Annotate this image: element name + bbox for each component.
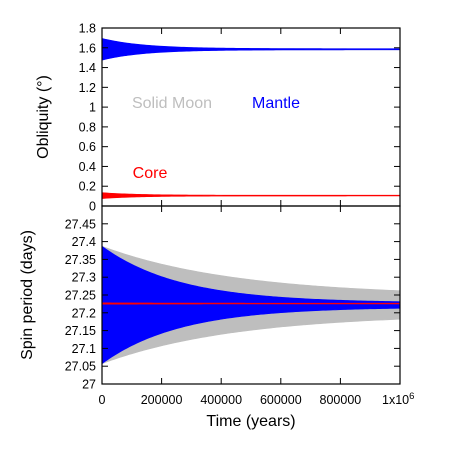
obliquity-y-tick-label: 0.8: [79, 120, 96, 134]
spin-period-band-core: [102, 302, 400, 305]
spin-period-y-tick-label: 27.35: [65, 253, 96, 267]
obliquity-panel: 0 0.2 0.4 0.6 0.8 1 1.2 1.4 1.6 1.8 Obliquity (°)…: [35, 22, 401, 214]
time-x-tick-label: 400000: [200, 393, 242, 407]
time-x-tick-label: 0: [99, 393, 106, 407]
spin-period-bands: [102, 245, 400, 365]
spin-period-y-ticks: 27 27.05 27.1 27.15 27.2 27.25 27.3 27.35 27.4 27…: [65, 206, 401, 392]
time-x-tick-label: 200000: [141, 393, 183, 407]
spin-period-band-mantle: [102, 245, 400, 365]
legend-mantle: Mantle: [252, 95, 300, 112]
spin-period-panel: 27 27.05 27.1 27.15 27.2 27.25 27.3 27.35 27.4 27…: [19, 205, 415, 430]
obliquity-y-tick-label: 0: [89, 200, 96, 214]
spin-period-y-tick-label: 27.45: [65, 217, 96, 231]
obliquity-y-tick-label: 0.6: [79, 140, 96, 154]
time-axis-label: Time (years): [206, 413, 295, 430]
spin-period-y-tick-label: 27.15: [65, 324, 96, 338]
legend-core: Core: [133, 165, 168, 182]
obliquity-bands: [102, 38, 400, 199]
spin-period-y-tick-label: 27.1: [72, 342, 96, 356]
obliquity-axis-label: Obliquity (°): [35, 75, 52, 159]
obliquity-y-tick-label: 1.4: [79, 61, 96, 75]
obliquity-y-tick-label: 0.2: [79, 180, 96, 194]
legend-solid-moon: Solid Moon: [132, 95, 212, 112]
obliquity-y-tick-label: 1.8: [79, 22, 96, 36]
spin-period-plot-frame: [101, 205, 401, 385]
time-x-ticks: 0 200000 400000 600000 800000 1x106: [99, 391, 415, 407]
time-x-tick-label: 600000: [260, 393, 302, 407]
time-x-tick-label: 1x106: [382, 391, 414, 407]
obliquity-band-mantle: [102, 38, 400, 61]
spin-period-y-tick-label: 27.25: [65, 289, 96, 303]
obliquity-y-tick-label: 1: [89, 101, 96, 115]
spin-period-y-tick-label: 27.4: [72, 235, 96, 249]
spin-period-y-tick-label: 27.05: [65, 360, 96, 374]
time-x-tick-label: 800000: [320, 393, 362, 407]
obliquity-band-core: [102, 192, 400, 199]
spin-period-y-tick-label: 27.2: [72, 306, 96, 320]
obliquity-y-tick-label: 1.6: [79, 41, 96, 55]
obliquity-y-tick-label: 1.2: [79, 81, 96, 95]
spin-period-y-tick-label: 27: [82, 378, 96, 392]
obliquity-y-tick-label: 0.4: [79, 160, 96, 174]
spin-period-axis-label: Spin period (days): [19, 230, 36, 360]
spin-period-y-tick-label: 27.3: [72, 271, 96, 285]
